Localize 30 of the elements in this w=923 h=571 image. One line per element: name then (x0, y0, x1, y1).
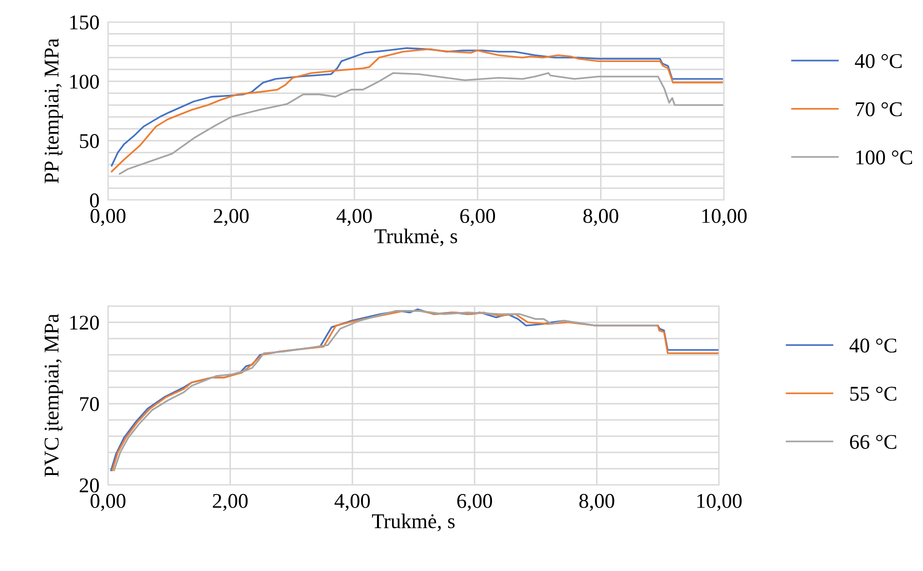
y-tick-label: 70 (80, 397, 99, 412)
y-axis-title: PP įtempiai, MPa (44, 38, 63, 184)
x-tick-label: 4,00 (334, 494, 370, 511)
x-tick-label: 6,00 (457, 494, 492, 511)
x-tick-label: 8,00 (583, 208, 618, 226)
legend-label: 55 °C (850, 386, 896, 401)
x-tick-label: 10,00 (702, 208, 747, 226)
x-tick-label: 2,00 (214, 208, 249, 226)
y-tick-label: 0 (90, 193, 99, 208)
x-axis-title: Trukmė, s (372, 514, 455, 532)
legend-label: 70 °C (856, 102, 902, 116)
y-tick-label: 50 (80, 134, 99, 148)
x-tick-label: 0,00 (90, 494, 126, 511)
legend-label: 40 °C (854, 54, 902, 68)
y-tick-label: 20 (80, 478, 99, 492)
y-tick-label: 100 (70, 74, 99, 89)
line-series (118, 72, 723, 175)
x-tick-label: 8,00 (579, 494, 614, 511)
x-tick-label: 6,00 (460, 208, 496, 226)
y-axis-title: PVC įtempiai, MPa (44, 314, 63, 477)
y-tick-label: 120 (70, 316, 99, 330)
x-axis-title: Trukmė, s (374, 228, 458, 246)
x-tick-label: 10,00 (697, 494, 742, 511)
y-tick-label: 150 (70, 15, 99, 30)
legend-label: 100 °C (856, 150, 912, 164)
x-tick-label: 2,00 (212, 494, 248, 511)
x-tick-label: 4,00 (336, 208, 372, 226)
x-tick-label: 0,00 (90, 208, 126, 226)
legend-label: 40 °C (850, 338, 896, 353)
legend-label: 66 °C (850, 434, 896, 449)
